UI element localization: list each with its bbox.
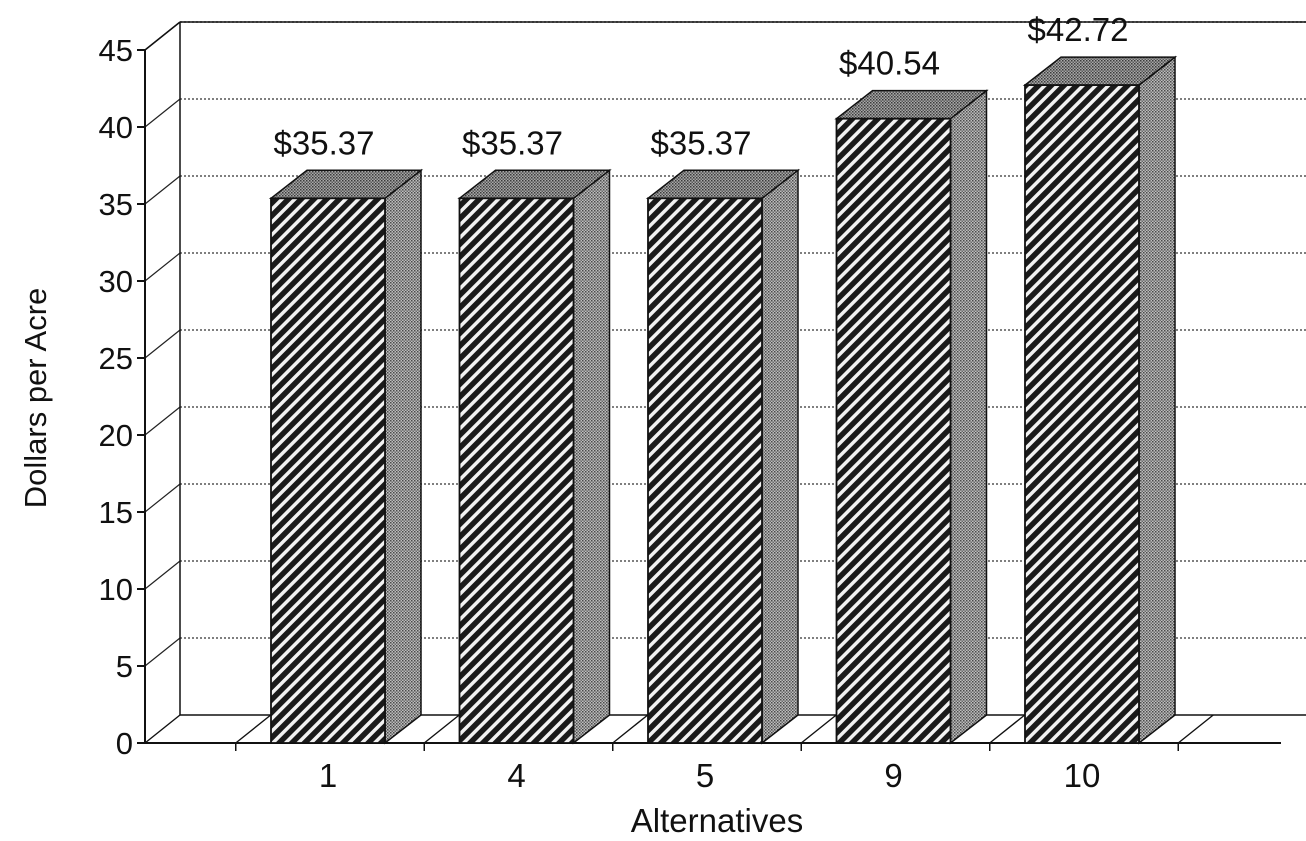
side-wall-gridline	[144, 406, 181, 436]
bar	[1022, 55, 1178, 745]
bar-side-face	[949, 89, 988, 745]
x-tick-label: 10	[1064, 757, 1101, 794]
floor-divider	[800, 714, 837, 744]
side-wall-gridline	[144, 175, 181, 205]
floor-divider	[989, 714, 1026, 744]
bar-data-label: $35.37	[462, 124, 563, 161]
bar-front-face	[1024, 84, 1140, 744]
x-tick-label: 1	[319, 757, 337, 794]
bar-side-face	[572, 168, 611, 745]
y-tick-label: 15	[99, 495, 133, 530]
bar	[268, 168, 424, 745]
floor-divider	[235, 714, 272, 744]
side-wall-top	[144, 21, 181, 51]
data-labels: $35.37 1 $35.37 4 $35.37 5 $40.54 9 $42.72 10	[274, 11, 1129, 794]
side-wall-gridline	[144, 329, 181, 359]
side-wall-gridline	[144, 560, 181, 590]
side-wall-gridline	[144, 98, 181, 128]
y-tick-label: 45	[99, 33, 133, 68]
x-tick-label: 5	[696, 757, 714, 794]
bar-side-face	[761, 168, 799, 745]
y-tick-label: 5	[116, 649, 133, 684]
y-tick-label: 20	[99, 418, 133, 453]
bar-data-label: $40.54	[839, 45, 940, 82]
bar-data-label: $42.72	[1028, 11, 1129, 48]
bar	[645, 168, 801, 745]
y-tick-label: 35	[99, 187, 133, 222]
floor-divider	[612, 714, 649, 744]
side-wall-gridline	[144, 637, 181, 667]
bar-front-face	[835, 117, 952, 744]
x-tick-label: 9	[884, 757, 902, 794]
bar-side-face	[1138, 55, 1176, 745]
bar-front-face	[647, 197, 763, 744]
y-tick-label: 10	[99, 572, 133, 607]
floor-side-edge	[144, 714, 181, 744]
y-tick-label: 40	[99, 110, 133, 145]
x-axis-title: Alternatives	[631, 802, 803, 839]
bar	[834, 89, 989, 745]
bar	[457, 168, 612, 745]
side-wall-gridline	[144, 483, 181, 513]
y-tick-label: 30	[99, 264, 133, 299]
floor-divider	[423, 714, 460, 744]
bar-front-face	[270, 197, 386, 744]
y-tick-label: 0	[116, 726, 133, 761]
bar-data-label: $35.37	[274, 124, 375, 161]
bar-data-label: $35.37	[651, 124, 752, 161]
bars	[268, 55, 1178, 745]
bar-side-face	[384, 168, 422, 745]
x-tick-label: 4	[507, 757, 525, 794]
floor-divider	[1177, 714, 1214, 744]
bar-front-face	[458, 197, 575, 744]
side-wall-gridline	[144, 252, 181, 282]
y-axis-title: Dollars per Acre	[18, 288, 53, 509]
y-tick-label: 25	[99, 341, 133, 376]
